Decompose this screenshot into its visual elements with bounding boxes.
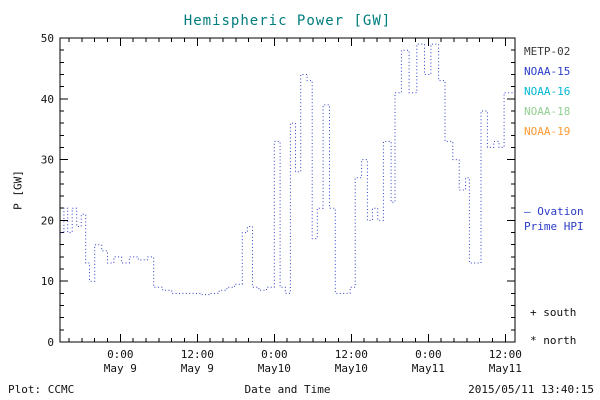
chart-title: Hemispheric Power [GW]: [183, 13, 392, 29]
x-tick-time-label: 0:00: [415, 348, 442, 361]
ovation-line-2: Prime HPI: [524, 220, 584, 233]
y-tick-label: 40: [41, 93, 54, 106]
x-tick-date-label: May10: [335, 362, 368, 375]
footer: Plot: CCMC Date and Time 2015/05/11 13:4…: [0, 381, 600, 396]
x-tick-time-label: 0:00: [107, 348, 134, 361]
x-axis-label: Date and Time: [244, 383, 331, 396]
satellite-legend: METP-02 NOAA-15 NOAA-16 NOAA-18 NOAA-19: [524, 42, 570, 142]
x-tick-time-label: 12:00: [181, 348, 214, 361]
legend-item-noaa-18: NOAA-18: [524, 102, 570, 122]
ovation-line-1: – Ovation: [524, 205, 584, 218]
x-tick-date-label: May11: [412, 362, 445, 375]
north-marker-label: * north: [530, 334, 577, 347]
legend-item-noaa-19: NOAA-19: [524, 122, 570, 142]
legend-item-label: NOAA-16: [524, 85, 571, 98]
legend-item-label: METP-02: [524, 45, 571, 58]
x-tick-date-label: May 9: [181, 362, 214, 375]
y-tick-label: 20: [41, 214, 54, 227]
x-tick-time-label: 12:00: [335, 348, 368, 361]
plot-timestamp: 2015/05/11 13:40:15: [468, 383, 594, 396]
hpi-step-line: [60, 43, 515, 296]
south-marker-label: + south: [530, 306, 577, 319]
x-tick-date-label: May 9: [104, 362, 137, 375]
plot-credit: Plot: CCMC: [8, 383, 75, 396]
x-tick-time-label: 0:00: [261, 348, 288, 361]
legend-item-label: NOAA-19: [524, 125, 571, 138]
y-tick-label: 50: [41, 32, 54, 45]
x-tick-date-label: May11: [489, 362, 522, 375]
y-tick-label: 0: [47, 336, 54, 349]
ovation-prime-label: – Ovation Prime HPI: [524, 204, 584, 234]
y-tick-label: 10: [41, 275, 54, 288]
hemisphere-markers: + south * north: [530, 299, 576, 355]
legend-item-noaa-16: NOAA-16: [524, 82, 570, 102]
x-tick-date-label: May10: [258, 362, 291, 375]
y-tick-label: 30: [41, 154, 54, 167]
legend-item-label: NOAA-18: [524, 105, 571, 118]
legend-item-label: NOAA-15: [524, 65, 571, 78]
legend-item-metp-02: METP-02: [524, 42, 570, 62]
legend-item-noaa-15: NOAA-15: [524, 62, 570, 82]
x-tick-time-label: 12:00: [489, 348, 522, 361]
